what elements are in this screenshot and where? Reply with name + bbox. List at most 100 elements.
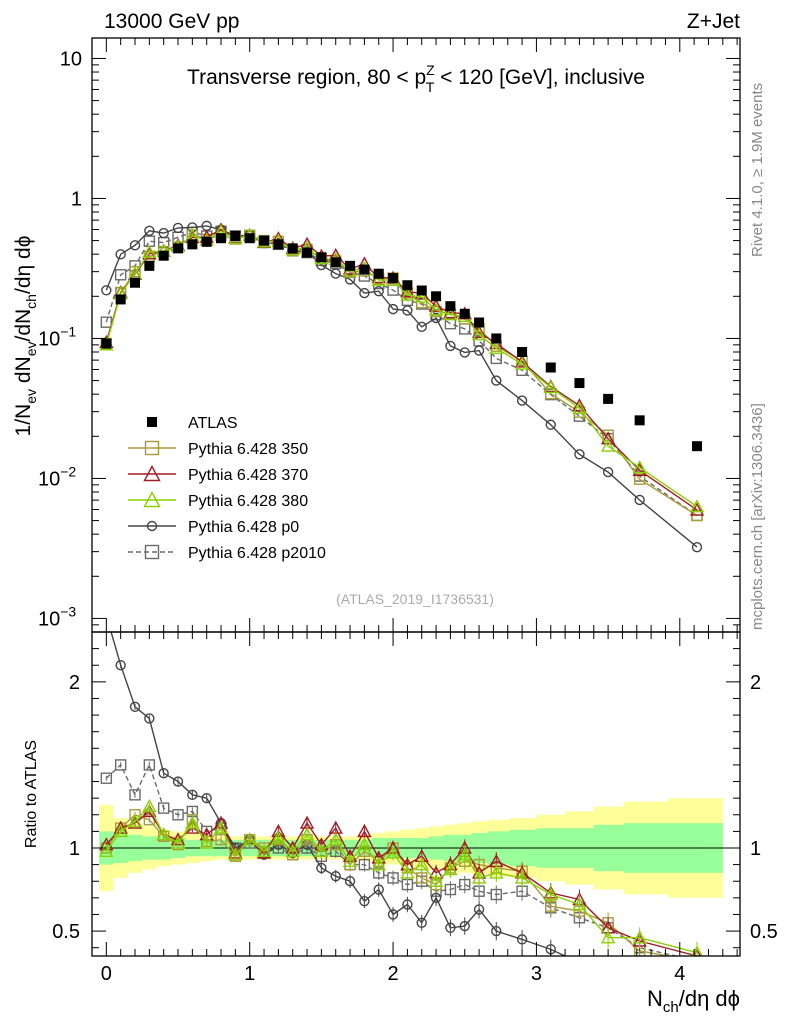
legend-entry-370: Pythia 6.428 370	[128, 465, 308, 484]
atlas-point	[173, 243, 184, 254]
series-380-ratio	[99, 798, 703, 956]
series-380-ratio-point	[156, 827, 171, 841]
series-p0-ratio-point	[416, 917, 427, 928]
series-380-point	[572, 400, 587, 415]
ylabel-mid: dN	[12, 356, 35, 389]
x-tick-label: 0	[101, 963, 112, 985]
header-left: 13000 GeV pp	[104, 10, 239, 33]
atlas-point	[431, 291, 442, 302]
atlas-point	[445, 301, 456, 312]
series-380-ratio-point	[213, 820, 229, 834]
series-p0-point	[445, 340, 456, 352]
atlas-point	[459, 308, 470, 319]
title-sub: T	[426, 79, 435, 95]
legend-entry-350: Pythia 6.428 350	[128, 440, 308, 458]
series-370-ratio-point	[357, 823, 372, 838]
series-380-point	[400, 287, 415, 301]
series-350-ratio-point	[691, 955, 703, 956]
ylabel-mid2: /dN	[12, 309, 35, 342]
atlas-point	[158, 250, 169, 261]
atlas-point	[474, 317, 485, 328]
series-380-ratio-point	[342, 853, 358, 867]
series-p0-ratio-point	[115, 660, 126, 671]
xlabel-sub: ch	[663, 999, 679, 1016]
series-atlas-main	[101, 230, 702, 452]
series-p0-point	[491, 375, 502, 386]
series-p0-point	[516, 395, 528, 406]
series-380-ratio-line	[105, 805, 698, 954]
series-350-point	[545, 388, 557, 400]
ylabel-sub3: ch	[23, 294, 39, 309]
series-p0-ratio-point	[491, 925, 502, 937]
series-380-ratio-point	[489, 865, 504, 879]
legend-entry-380: Pythia 6.428 380	[128, 491, 308, 510]
main-marks	[99, 220, 705, 553]
y-tick-label: 10−1	[38, 323, 76, 350]
series-350-point	[633, 473, 646, 485]
series-380-ratio-point	[414, 857, 429, 871]
legend-label: Pythia 6.428 350	[188, 441, 308, 458]
series-p0-point	[691, 541, 703, 553]
title-sup: Z	[426, 62, 435, 78]
atlas-point	[416, 285, 427, 296]
series-380-ratio-point	[142, 798, 157, 813]
legend: ATLAS Pythia 6.428 350 Pythia 6.428 370 Pyt…	[128, 415, 326, 562]
series-p2010-ratio-point	[444, 883, 457, 896]
series-380-ratio-point	[314, 843, 329, 858]
series-p2010-ratio-point	[691, 955, 703, 956]
series-380-point	[600, 438, 616, 452]
legend-marker-370	[143, 465, 161, 482]
xlabel-a: N	[647, 986, 663, 1011]
series-p0-ratio-point	[129, 701, 141, 712]
series-380-point	[632, 460, 647, 474]
atlas-point	[388, 273, 399, 284]
atlas-point	[144, 260, 155, 271]
ratio-tick-label-left: 2	[69, 672, 80, 694]
series-p0-ratio-line	[110, 632, 567, 956]
series-380-ratio-point	[113, 823, 128, 838]
series-370-ratio-point	[256, 845, 272, 859]
legend-marker-p2010	[144, 544, 160, 560]
atlas-point	[302, 247, 313, 258]
ratio-tick-label-right: 0.5	[750, 921, 778, 943]
y-axis-label: 1/Nev dNev/dNch/dη dϕ	[12, 236, 39, 437]
series-p2010-point	[114, 269, 127, 281]
series-p0-point	[172, 222, 184, 234]
xlabel-suffix: /dη dϕ	[679, 986, 740, 1011]
main-plot: 10 1 10−1 10−2 10−3 Transverse region, 80 < …	[12, 37, 741, 633]
series-380-ratio-point	[185, 815, 200, 829]
x-tick-label: 3	[531, 963, 542, 985]
atlas-point	[330, 257, 341, 268]
series-380-ratio-point	[428, 873, 444, 887]
series-p0-ratio-point	[604, 960, 613, 969]
ratio-y-label: Ratio to ATLAS	[23, 740, 40, 848]
series-p2010-ratio-point	[172, 809, 184, 821]
series-380-main-line	[105, 230, 698, 508]
series-p0-ratio-point	[402, 899, 413, 910]
title-prefix: Transverse region, 80 < p	[187, 66, 426, 89]
atlas-point	[491, 333, 502, 344]
series-p2010-ratio-point	[459, 878, 471, 891]
series-380-point	[489, 340, 504, 355]
atlas-point	[691, 441, 702, 452]
y-tick-label: 10−3	[38, 603, 76, 630]
ylabel-suffix: /dη dϕ	[12, 236, 35, 294]
legend-marker-350	[144, 440, 160, 456]
legend-entry-ATLAS: ATLAS	[147, 415, 238, 432]
series-p0-ratio-point	[575, 958, 584, 967]
series-380-ratio-point	[357, 837, 372, 851]
atlas-point	[244, 233, 255, 244]
series-p2010-ratio-point	[129, 789, 141, 801]
rivet-label: Rivet 4.1.0, ≥ 1.9M events	[749, 83, 766, 257]
series-370-point	[689, 502, 705, 516]
ratio-marks	[99, 632, 703, 969]
series-350-ratio-point	[215, 833, 227, 846]
series-380-ratio-point	[228, 847, 243, 861]
series-p0-ratio-point	[201, 792, 212, 804]
series-p2010-ratio-point	[157, 802, 170, 814]
series-380-point	[689, 499, 705, 513]
series-p2010-ratio-point	[100, 772, 113, 784]
series-380-ratio-point	[127, 813, 143, 828]
series-p2010-ratio-point	[358, 858, 371, 871]
series-p0-point	[634, 494, 645, 506]
